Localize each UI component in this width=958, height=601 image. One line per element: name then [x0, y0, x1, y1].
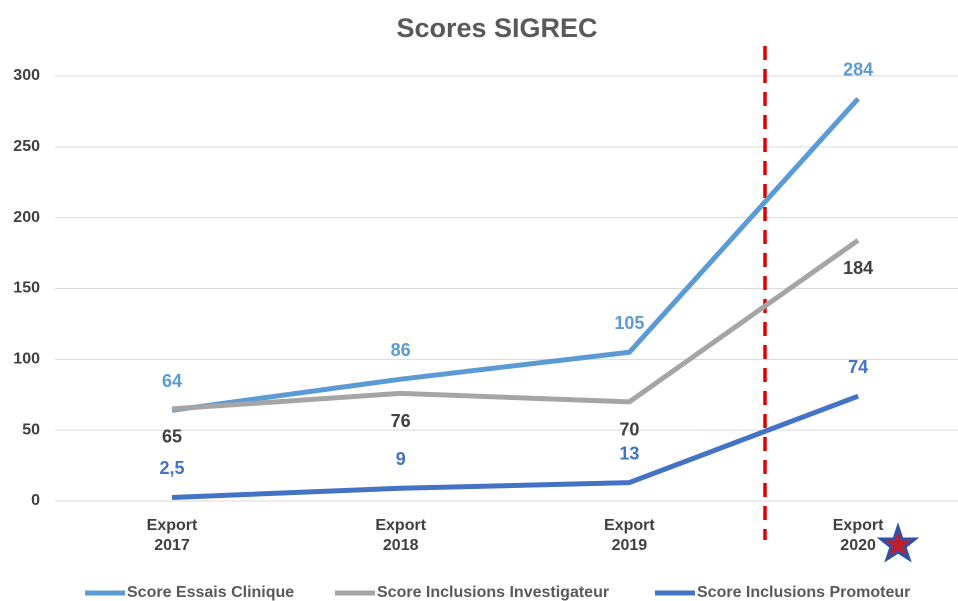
gridlines: 0 50 100 150 200 250 300: [13, 67, 958, 509]
legend-label: Score Essais Clinique: [127, 584, 294, 601]
star-icon: [876, 522, 920, 563]
data-label: 2,5: [159, 458, 184, 478]
data-label: 105: [614, 313, 644, 333]
y-tick-label: 100: [13, 351, 40, 368]
data-label: 70: [619, 420, 639, 440]
y-tick-label: 200: [13, 209, 40, 226]
data-label: 284: [843, 59, 873, 79]
data-label: 74: [848, 357, 868, 377]
x-tick-label: Export 2020: [832, 517, 884, 554]
x-tick-label: Export 2017: [146, 517, 198, 554]
data-label: 13: [619, 443, 639, 463]
y-tick-label: 300: [13, 67, 40, 84]
series-line: [171, 238, 860, 412]
y-tick-label: 50: [22, 421, 40, 438]
data-label: 9: [396, 449, 406, 469]
data-label: 184: [843, 258, 873, 278]
x-tick-label: Export 2018: [375, 517, 427, 554]
chart-title: Scores SIGREC: [396, 13, 597, 43]
legend-label: Score Inclusions Investigateur: [377, 584, 609, 601]
y-tick-label: 250: [13, 138, 40, 155]
series-line: [171, 393, 859, 500]
data-label: 64: [162, 371, 182, 391]
x-tick-label: Export 2019: [604, 517, 655, 554]
y-tick-label: 150: [13, 280, 40, 297]
data-label: 86: [391, 340, 411, 360]
data-label: 65: [162, 427, 182, 447]
data-label: 76: [391, 411, 411, 431]
y-tick-label: 0: [31, 492, 40, 509]
legend-label: Score Inclusions Promoteur: [697, 584, 910, 601]
series-line: [171, 96, 860, 413]
